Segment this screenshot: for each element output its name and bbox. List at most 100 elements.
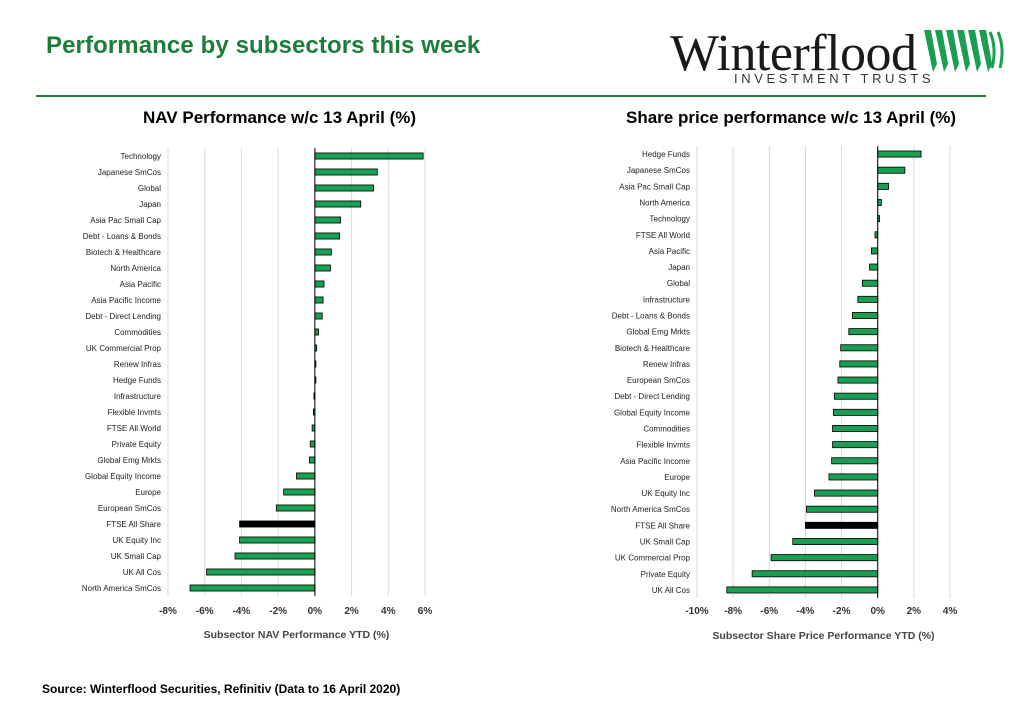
category-label: Europe	[135, 488, 161, 497]
category-label: UK Commercial Prop	[86, 344, 162, 353]
category-label: Renew Infras	[114, 360, 161, 369]
category-label: Global	[138, 184, 161, 193]
category-label: UK Equity Inc	[642, 489, 690, 498]
x-tick-label: 2%	[907, 606, 922, 617]
x-tick-label: -10%	[685, 606, 708, 617]
category-label: Debt - Direct Lending	[614, 392, 690, 401]
category-label: Private Equity	[112, 440, 161, 449]
category-label: Europe	[664, 473, 690, 482]
source-note: Source: Winterflood Securities, Refiniti…	[42, 682, 401, 696]
category-label: Private Equity	[641, 570, 690, 579]
bar	[805, 505, 879, 513]
logo-wave-icon	[924, 30, 1004, 72]
bar	[832, 425, 879, 432]
bar	[833, 392, 879, 400]
x-tick-label: -6%	[196, 606, 214, 617]
category-label: Commodities	[114, 328, 161, 337]
category-label: Asia Pac Small Cap	[619, 182, 690, 191]
category-label: North America	[110, 264, 161, 273]
category-label: Global Emg Mrkts	[626, 328, 690, 337]
category-label: Asia Pacific	[120, 280, 161, 289]
bar	[828, 473, 879, 481]
x-tick-label: -8%	[724, 606, 742, 617]
category-label: Hedge Funds	[113, 376, 161, 385]
category-label: Biotech & Healthcare	[86, 248, 162, 257]
category-label: UK All Cos	[652, 586, 690, 595]
category-label: European SmCos	[98, 504, 161, 513]
category-label: European SmCos	[627, 376, 690, 385]
category-label: Technology	[650, 215, 690, 224]
category-label: UK Small Cap	[111, 552, 162, 561]
x-tick-label: -8%	[159, 606, 177, 617]
category-label: Hedge Funds	[642, 150, 690, 159]
bar	[861, 279, 879, 287]
category-label: Global Equity Income	[614, 408, 691, 417]
bar	[877, 199, 882, 206]
category-label: Global	[667, 279, 690, 288]
bar	[726, 586, 879, 594]
x-tick-label: 6%	[418, 606, 433, 617]
category-label: Commodities	[643, 425, 690, 434]
x-tick-label: 0%	[870, 606, 885, 617]
x-tick-label: -6%	[760, 606, 778, 617]
category-label: Global Emg Mrkts	[97, 456, 161, 465]
share-price-chart-title: Share price performance w/c 13 April (%)	[626, 108, 957, 127]
category-label: Flexible Invmts	[108, 408, 161, 417]
logo-subtitle: INVESTMENT TRUSTS	[734, 71, 935, 86]
bar	[869, 263, 879, 271]
bar	[831, 457, 879, 465]
category-label: Asia Pac Small Cap	[90, 216, 161, 225]
category-label: Infrastructure	[643, 295, 691, 304]
nav-chart-title: NAV Performance w/c 13 April (%)	[143, 108, 417, 127]
bar	[840, 344, 879, 352]
x-axis-label: Subsector Share Price Performance YTD (%…	[712, 630, 934, 642]
category-label: North America SmCos	[82, 584, 161, 593]
x-tick-label: -2%	[833, 606, 851, 617]
x-tick-label: 0%	[308, 606, 323, 617]
category-label: Japanese SmCos	[98, 168, 161, 177]
bar	[870, 247, 879, 255]
category-label: UK Small Cap	[640, 538, 691, 547]
category-label: Flexible Invmts	[637, 441, 690, 450]
category-label: North America SmCos	[611, 505, 690, 514]
x-tick-label: -4%	[233, 606, 251, 617]
category-label: UK All Cos	[123, 568, 161, 577]
bar	[805, 521, 879, 529]
category-label: FTSE All Share	[106, 520, 161, 529]
bar	[792, 538, 879, 545]
x-axis-label: Subsector NAV Performance YTD (%)	[204, 629, 390, 641]
category-label: Global Equity Income	[85, 472, 162, 481]
category-label: FTSE All Share	[635, 521, 690, 530]
bar	[832, 441, 879, 449]
category-label: UK Commercial Prop	[615, 554, 691, 563]
bar	[814, 489, 879, 497]
winterflood-logo: Winterflood INVESTMENT TRUSTS	[664, 25, 1024, 88]
category-label: Infrastructure	[114, 392, 162, 401]
category-label: Japanese SmCos	[627, 166, 690, 175]
bar	[770, 554, 879, 562]
bar	[848, 328, 879, 336]
bar	[837, 376, 879, 384]
category-label: Renew Infras	[643, 360, 690, 369]
x-tick-label: -4%	[797, 606, 815, 617]
category-label: Technology	[121, 152, 161, 161]
bar	[751, 570, 879, 578]
category-label: Debt - Loans & Bonds	[612, 312, 690, 321]
x-tick-label: 4%	[943, 606, 958, 617]
category-label: Debt - Direct Lending	[85, 312, 161, 321]
bar	[877, 150, 922, 158]
category-label: FTSE All World	[107, 424, 161, 433]
x-tick-label: 2%	[344, 606, 359, 617]
category-label: North America	[639, 199, 690, 208]
bar	[877, 166, 906, 174]
category-label: Debt - Loans & Bonds	[83, 232, 161, 241]
category-label: Asia Pacific	[649, 247, 690, 256]
bar	[852, 312, 879, 319]
category-label: Japan	[139, 200, 161, 209]
bar	[877, 182, 889, 190]
bar	[833, 408, 879, 416]
logo-wordmark: Winterflood	[670, 25, 917, 82]
header-divider	[36, 95, 986, 97]
